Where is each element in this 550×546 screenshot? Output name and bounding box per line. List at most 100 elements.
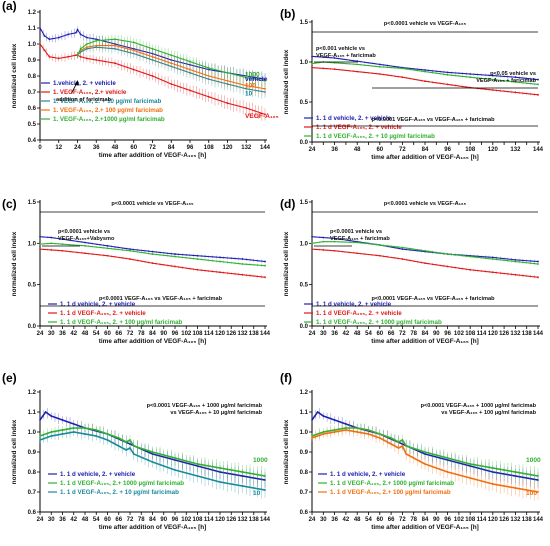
data-point	[196, 254, 199, 257]
data-point	[67, 55, 70, 58]
legend-label: 1. 1 d VEGF-A₁₆₅, 2. + 10 µg/ml faricima…	[60, 489, 179, 496]
legend-label: 1. 1 d VEGF-A₁₆₅, 2. + 1000 µg/ml farici…	[316, 319, 442, 326]
y-tick-label: 0.7	[28, 490, 37, 496]
data-point	[514, 487, 517, 489]
data-point	[132, 49, 135, 52]
data-point	[196, 463, 199, 465]
end-label: 1000	[526, 457, 541, 464]
data-point	[245, 107, 248, 109]
significance-top: p<0.0001 vehicle vs VEGF-A₁₆₅	[384, 201, 467, 207]
x-tick-label: 60	[104, 517, 111, 523]
data-point	[132, 68, 135, 71]
data-point	[79, 55, 82, 58]
panel-c: (c) 0.0 0.5 1.0 1.5 24 30 36 42 48 54 60 66 72 78 84 90 9…	[2, 197, 271, 345]
data-point	[356, 70, 359, 73]
data-point	[322, 56, 325, 59]
x-tick-label: 96	[187, 145, 194, 151]
data-point	[378, 254, 381, 257]
data-point	[264, 113, 266, 116]
data-point	[356, 60, 359, 63]
panel-a: (a) 0.4 0.5 0.6 0.7 0.8 0.9 1.0 1.1 1.2 0 12 24 36 48 6…	[2, 0, 279, 159]
y-tick-label: 1.5	[300, 20, 309, 26]
data-point	[151, 461, 154, 463]
data-point	[85, 36, 88, 39]
y-tick-label: 1.1	[300, 410, 309, 416]
end-label: 10	[245, 91, 253, 98]
x-tick-label: 144	[533, 517, 544, 523]
x-tick-label: 36	[59, 517, 66, 523]
x-tick-label: 126	[499, 331, 510, 337]
x-tick-label: 120	[488, 331, 499, 337]
y-tick-label: 0.5	[300, 100, 309, 106]
data-point	[245, 84, 248, 87]
data-point	[95, 435, 98, 437]
end-label: VEGF-A₁₆₅	[245, 113, 279, 120]
x-tick-label: 60	[104, 331, 111, 337]
x-tick-label: 84	[168, 145, 175, 151]
data-point	[491, 258, 494, 260]
arrow-head	[74, 80, 79, 86]
data-point	[129, 249, 131, 252]
data-point	[401, 76, 404, 79]
series-line	[311, 241, 539, 265]
data-point	[95, 59, 98, 61]
data-point	[174, 469, 176, 471]
data-point	[50, 431, 53, 433]
y-tick-label: 1.0	[300, 60, 309, 66]
data-point	[316, 411, 319, 413]
annotation-text: p<0.0001 VEGF-A₁₆₅ + 1000 µg/ml faricima…	[147, 403, 263, 409]
x-tick-label: 84	[422, 331, 429, 337]
x-tick-label: 66	[388, 331, 395, 337]
x-tick-label: 48	[354, 331, 361, 337]
x-tick-label: 54	[365, 331, 372, 337]
data-point	[356, 63, 359, 66]
annotation-text: VEGF-A₁₆₅ + faricimab	[316, 53, 376, 59]
x-tick-label: 102	[181, 517, 192, 523]
y-tick-label: 0.0	[300, 324, 309, 330]
data-point	[378, 63, 381, 66]
end-label: 100	[245, 83, 256, 90]
legend-label: 1. 1 d vehicle, 2. + vehicle	[316, 301, 392, 308]
x-tick-label: 72	[399, 517, 406, 523]
annotation-text: VEGF-A₁₆₅ + faricimab	[476, 78, 536, 84]
x-tick-label: 84	[422, 517, 429, 523]
x-tick-label: 72	[399, 331, 406, 337]
x-tick-label: 108	[204, 145, 215, 151]
x-tick-label: 114	[477, 517, 487, 523]
x-tick-label: 114	[204, 331, 214, 337]
x-tick-label: 24	[309, 147, 316, 153]
legend-label: 1. 1 d VEGF-A₁₆₅, 2.+ 100 µg/ml faricima…	[330, 489, 451, 496]
data-point	[106, 433, 109, 435]
legend-label: 1. VEGF-A₁₆₅, 2. + 10 µg/ml faricimab	[53, 98, 161, 105]
data-point	[378, 65, 381, 68]
legend-label: 1. 1 d vehicle, 2. + vehicle	[60, 301, 136, 308]
panel-b: (b) 0.0 0.5 1.0 1.5 24 36 48 60 72 84 96 108 120 132 14…	[280, 7, 544, 161]
x-tick-label: 144	[260, 331, 271, 337]
x-tick-label: 48	[82, 331, 89, 337]
data-point	[132, 445, 135, 447]
x-tick-label: 144	[260, 145, 271, 151]
data-point	[39, 243, 41, 246]
end-label: 1000	[245, 71, 260, 78]
data-point	[311, 242, 313, 245]
x-tick-label: 84	[149, 517, 156, 523]
y-tick-label: 0.6	[28, 106, 37, 112]
annotation-text: VEGF-A₁₆₅+Vabysmo	[58, 236, 115, 242]
data-point	[424, 249, 426, 252]
y-tick-label: 0.5	[300, 283, 309, 289]
y-tick-label: 0.8	[28, 470, 37, 476]
data-point	[114, 38, 116, 41]
data-point	[378, 244, 381, 246]
x-tick-label: 36	[331, 517, 338, 523]
y-tick-label: 0.0	[28, 324, 37, 330]
data-point	[424, 69, 426, 71]
significance-bottom: p<0.0001 VEGF-A₁₆₅ vs VEGF-A₁₆₅ + farici…	[99, 296, 223, 302]
data-point	[50, 242, 53, 245]
end-label: 100	[526, 490, 537, 497]
legend-label: 1. VEGF-A₁₆₅, 2.+1000 µg/ml faricimab	[53, 116, 165, 123]
data-point	[491, 256, 494, 259]
x-tick-label: 24	[309, 517, 316, 523]
data-point	[151, 253, 154, 255]
x-tick-label: 72	[399, 147, 406, 153]
panel-d: (d) 0.0 0.5 1.0 1.5 24 30 36 42 48 54 60 66 72 78 84 90 9…	[280, 197, 544, 345]
